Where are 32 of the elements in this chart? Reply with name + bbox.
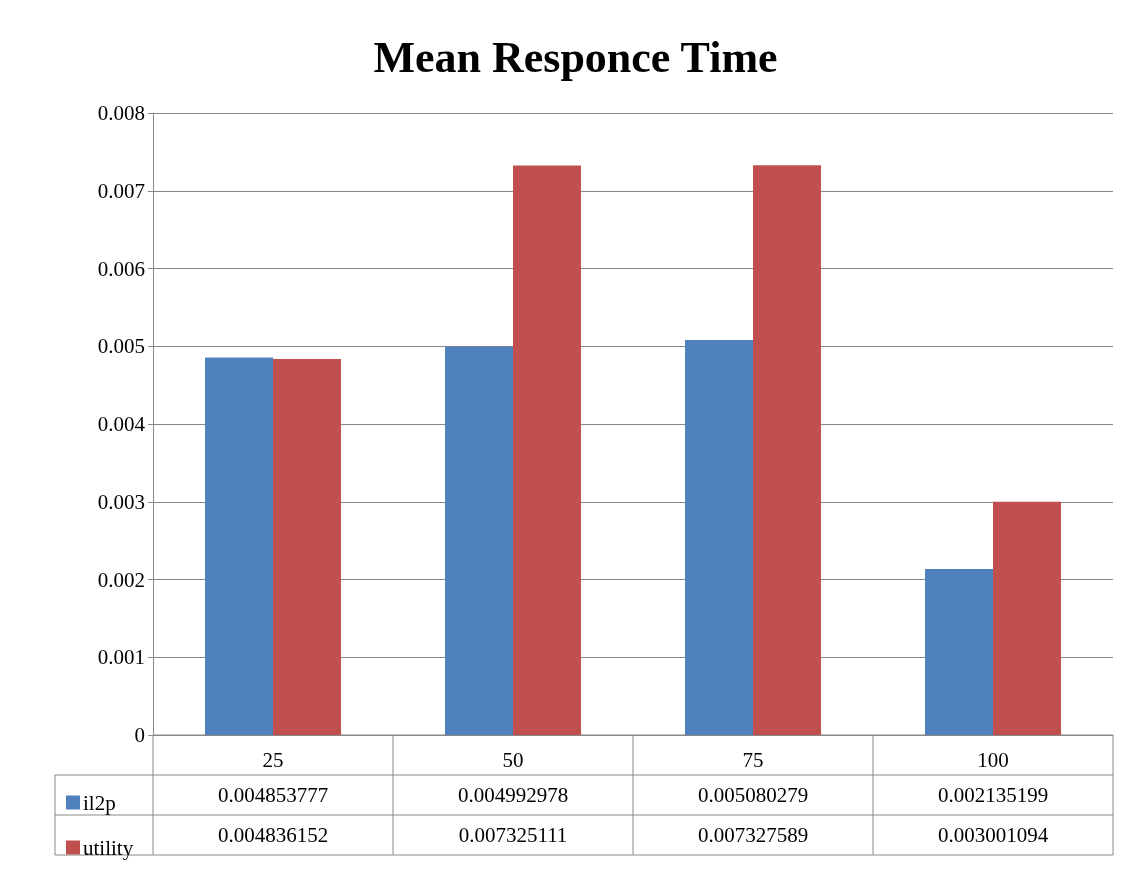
bar — [273, 358, 341, 735]
y-tick-label: 0.004 — [97, 412, 146, 436]
bar — [205, 357, 273, 735]
bar — [513, 165, 581, 735]
data-label: 0.004853777 — [217, 783, 329, 807]
x-tick-label: 100 — [977, 747, 1009, 772]
bar — [685, 340, 753, 735]
bar — [753, 165, 821, 735]
y-tick-label: 0.008 — [97, 101, 145, 125]
x-tick-label: 75 — [742, 747, 764, 772]
bar — [993, 501, 1061, 735]
chart-title: Mean Responce Time — [373, 32, 778, 82]
legend-label: il2p — [83, 790, 116, 815]
data-label: 0.004836152 — [217, 823, 329, 847]
data-label: 0.004992978 — [457, 783, 569, 807]
bar — [445, 346, 513, 735]
y-tick-label: 0.006 — [97, 256, 145, 281]
data-label: 0.003001094 — [937, 823, 1049, 847]
data-label: 0.005080279 — [697, 783, 809, 807]
legend-label: utility — [83, 835, 134, 860]
data-label: 0.002135199 — [937, 783, 1049, 807]
x-tick-label: 50 — [502, 747, 524, 772]
data-label: 0.007325111 — [458, 823, 568, 847]
bar — [925, 568, 993, 735]
y-tick-label: 0.001 — [97, 645, 145, 670]
y-tick-label: 0.005 — [97, 334, 145, 359]
y-tick-label: 0 — [134, 723, 145, 747]
y-tick-label: 0.003 — [97, 489, 145, 514]
y-tick-label: 0.007 — [97, 178, 145, 203]
data-label: 0.007327589 — [697, 823, 809, 847]
x-tick-label: 25 — [262, 747, 284, 772]
y-tick-label: 0.002 — [97, 567, 145, 592]
